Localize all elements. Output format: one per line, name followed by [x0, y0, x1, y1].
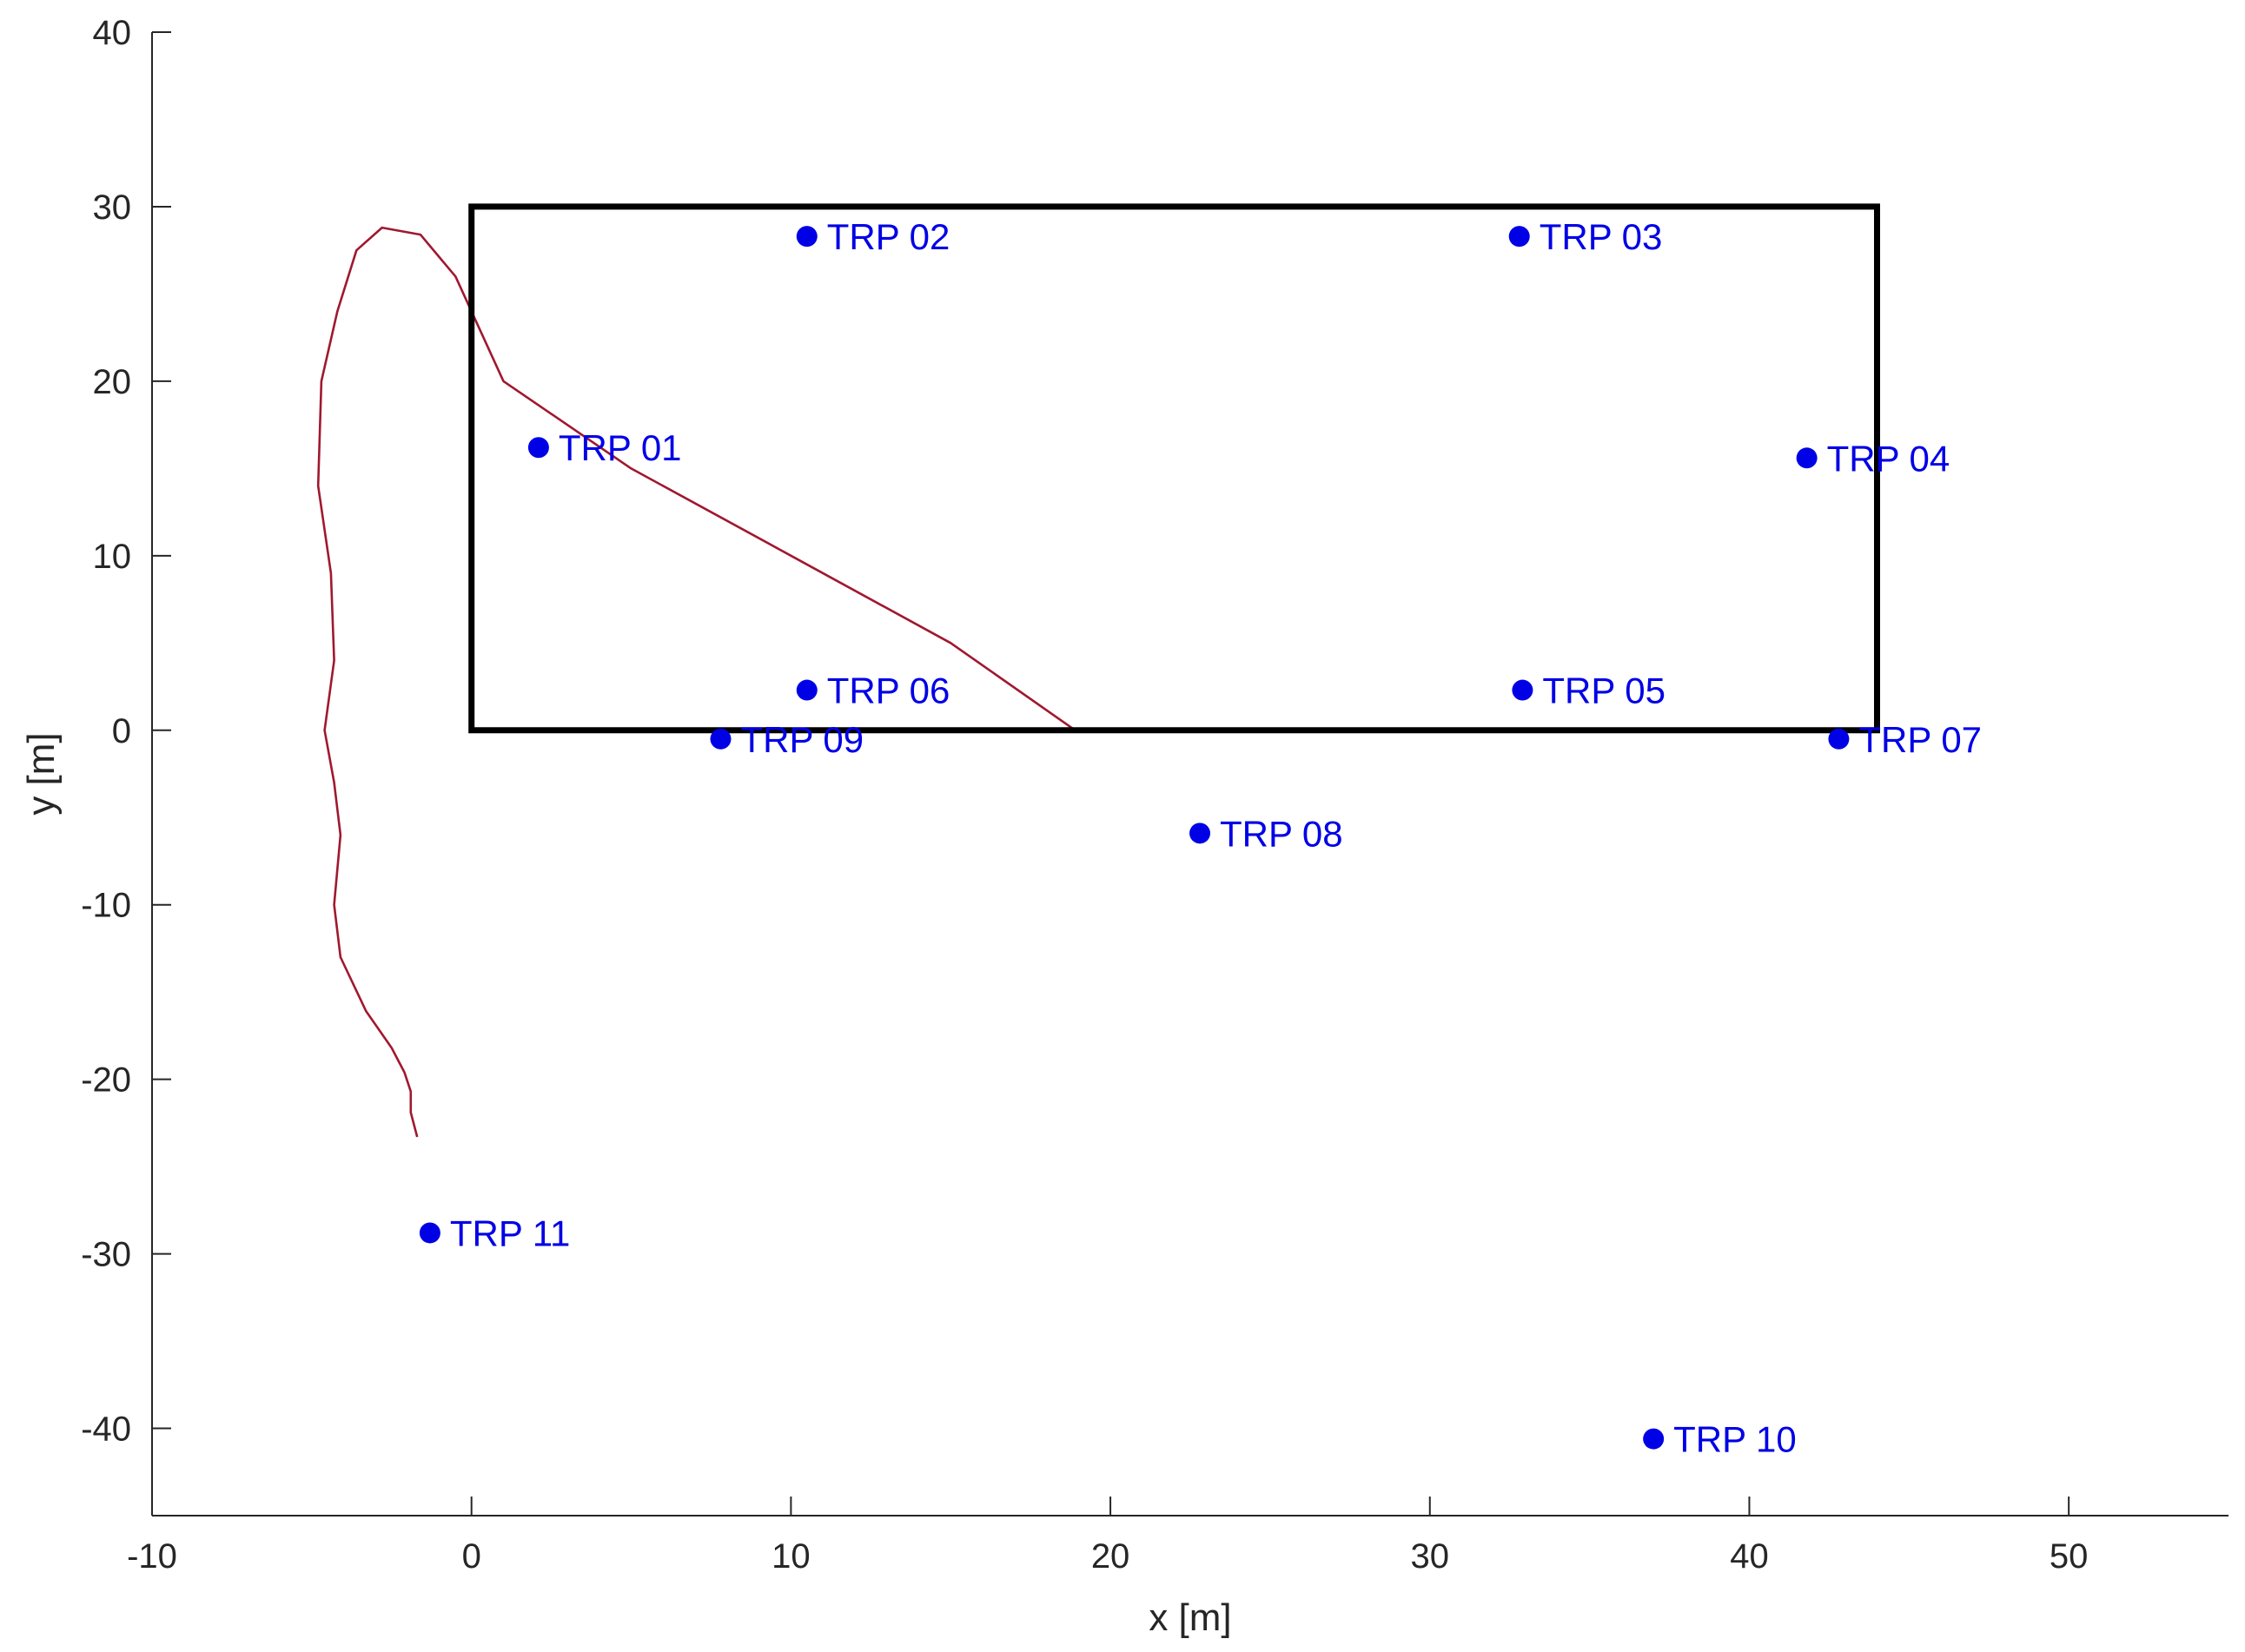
trajectory-layer	[316, 226, 1076, 1138]
y-tick-label: 40	[93, 14, 132, 52]
trp-point-label: TRP 09	[740, 719, 864, 760]
trp-point-label: TRP 02	[827, 216, 950, 257]
x-tick-label: -10	[127, 1537, 177, 1576]
trp-point	[796, 226, 818, 248]
trp-point	[1796, 447, 1818, 469]
trp-point	[1508, 226, 1530, 248]
trp-point-label: TRP 06	[827, 671, 950, 711]
trajectory-line	[316, 226, 1076, 1138]
trp-point	[1643, 1428, 1665, 1450]
x-tick-label: 0	[462, 1537, 481, 1576]
trp-point-label: TRP 05	[1542, 671, 1666, 711]
trp-point	[796, 679, 818, 701]
trp-point-label: TRP 07	[1858, 719, 1982, 760]
y-tick-label: 10	[93, 538, 132, 576]
x-tick-label: 20	[1091, 1537, 1130, 1576]
axes: -10 0 10 20 30 40 50 -40 -30 -20 -10 0 10 20 30 40	[81, 14, 2228, 1576]
y-tick-label: -30	[81, 1236, 131, 1274]
boundary-rectangle	[468, 203, 1880, 734]
trp-point	[1828, 728, 1850, 750]
trp-point	[710, 728, 732, 750]
x-axis-label: x [m]	[1149, 1596, 1231, 1639]
trp-point-label: TRP 01	[559, 427, 682, 468]
trp-point	[419, 1222, 440, 1244]
y-tick-label: 20	[93, 363, 132, 401]
trp-points: TRP 01 TRP 02 TRP 03 TRP 04 TRP 05 TRP 06 TRP …	[419, 216, 1982, 1460]
trp-point	[1512, 679, 1533, 701]
trp-point	[1189, 823, 1211, 844]
trp-point-label: TRP 10	[1673, 1419, 1797, 1460]
x-tick-label: 10	[772, 1537, 811, 1576]
trp-point-label: TRP 04	[1827, 438, 1950, 479]
x-tick-label: 40	[1730, 1537, 1769, 1576]
y-tick-label: 30	[93, 188, 132, 227]
x-tick-label: 30	[1411, 1537, 1450, 1576]
trp-point-label: TRP 08	[1220, 813, 1343, 854]
y-tick-label: -40	[81, 1411, 131, 1449]
y-tick-label: -10	[81, 887, 131, 925]
trp-point-label: TRP 03	[1540, 216, 1663, 257]
y-tick-label: -20	[81, 1061, 131, 1100]
y-tick-label: 0	[112, 712, 131, 750]
x-tick-label: 50	[2050, 1537, 2089, 1576]
trp-point-label: TRP 11	[450, 1213, 571, 1253]
y-axis-label: y [m]	[20, 732, 63, 815]
trp-point	[527, 437, 549, 459]
